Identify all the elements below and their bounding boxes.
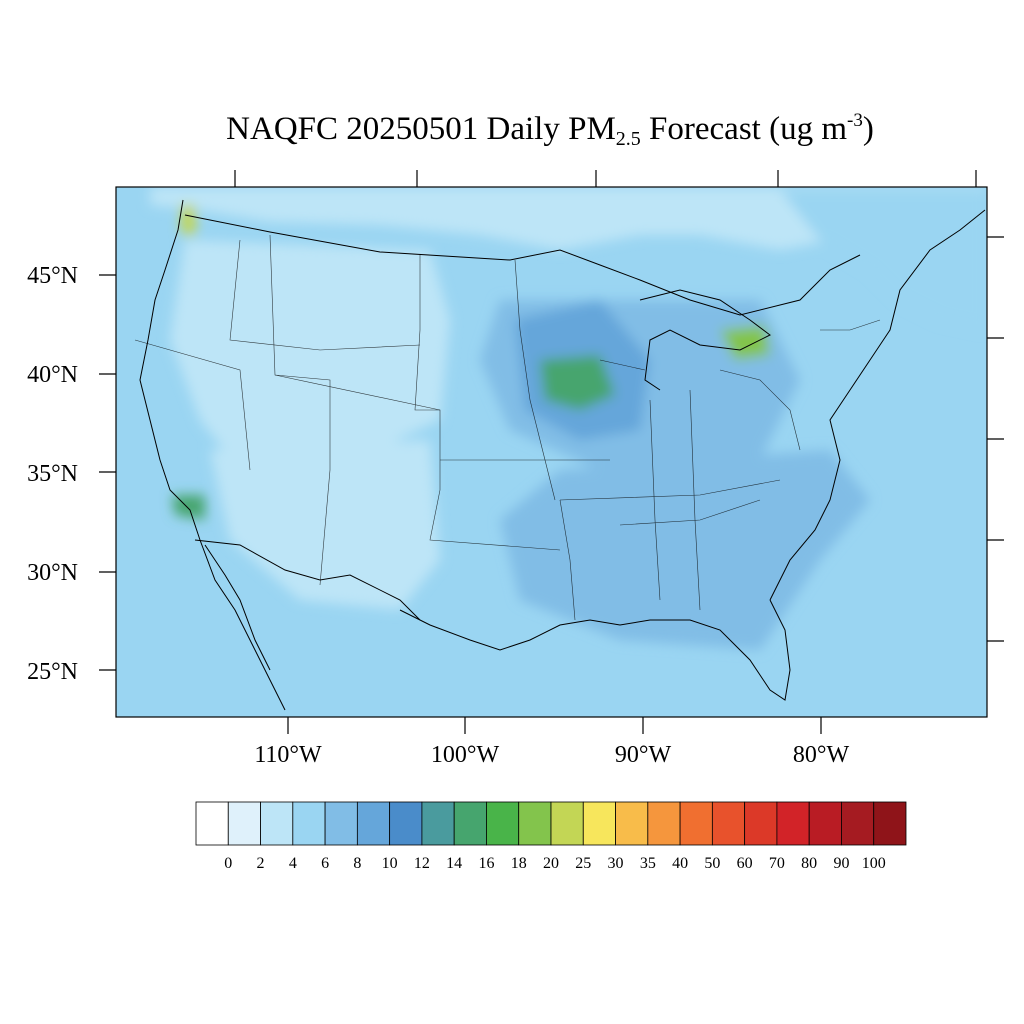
lat-label-40: 40°N bbox=[27, 362, 78, 388]
colorbar-label: 10 bbox=[382, 855, 398, 872]
title-suffix: ) bbox=[862, 111, 874, 147]
map-boundaries bbox=[139, 199, 986, 711]
lat-label-45: 45°N bbox=[27, 263, 78, 289]
colorbar-box bbox=[711, 801, 746, 846]
colorbar-box bbox=[744, 801, 778, 846]
map-frame bbox=[115, 186, 988, 718]
colorbar-label: 90 bbox=[833, 855, 849, 872]
colorbar-label: 70 bbox=[769, 855, 785, 872]
baja-coast-line bbox=[204, 544, 271, 671]
colorbar-box bbox=[615, 801, 649, 846]
title-middle: Forecast (ug m bbox=[640, 111, 847, 147]
lat-label-30: 30°N bbox=[27, 560, 78, 586]
region-canada-south bbox=[150, 187, 987, 300]
colorbar-box bbox=[486, 801, 520, 846]
title-prefix: NAQFC 20250501 Daily PM bbox=[226, 111, 616, 147]
longitude-labels: 110°W 100°W 90°W 80°W bbox=[254, 742, 849, 768]
colorbar-box bbox=[776, 801, 810, 846]
colorbar-box bbox=[679, 801, 713, 846]
region-iowa-peak bbox=[540, 355, 615, 410]
colorbar-label: 2 bbox=[257, 855, 265, 872]
lat-label-35: 35°N bbox=[27, 461, 78, 487]
colorbar-box bbox=[260, 801, 294, 846]
state-lines bbox=[134, 234, 881, 621]
colorbar-box bbox=[227, 801, 261, 846]
colorbar-label: 8 bbox=[353, 855, 361, 872]
canada-border-line bbox=[184, 214, 861, 316]
colorbar-box bbox=[195, 801, 229, 846]
colorbar-label: 80 bbox=[801, 855, 817, 872]
mexico-border-line bbox=[194, 539, 421, 621]
top-ticks bbox=[234, 170, 977, 187]
colorbar-label: 30 bbox=[608, 855, 624, 872]
colorbar-box bbox=[582, 801, 616, 846]
colorbar-label: 18 bbox=[511, 855, 527, 872]
region-atlantic-coast bbox=[780, 190, 987, 330]
colorbar-box bbox=[647, 801, 681, 846]
colorbar-label: 60 bbox=[737, 855, 753, 872]
lon-label-90: 90°W bbox=[615, 742, 672, 768]
colorbar-box bbox=[518, 801, 552, 846]
colorbar-box bbox=[453, 801, 487, 846]
colorbar-label: 35 bbox=[640, 855, 656, 872]
colorbar-box bbox=[292, 801, 326, 846]
west-coast-line bbox=[139, 199, 286, 711]
colorbar-box bbox=[356, 801, 391, 846]
colorbar-box bbox=[841, 801, 875, 846]
bottom-ticks bbox=[287, 717, 822, 734]
map-title: NAQFC 20250501 Daily PM2.5 Forecast (ug … bbox=[0, 110, 1024, 151]
title-subscript: 2.5 bbox=[615, 128, 641, 150]
great-lakes-line bbox=[639, 289, 771, 391]
lon-label-110: 110°W bbox=[254, 742, 322, 768]
colorbar-label: 20 bbox=[543, 855, 559, 872]
colorbar bbox=[195, 801, 907, 846]
colorbar-box bbox=[421, 801, 455, 846]
right-ticks bbox=[987, 236, 1004, 642]
colorbar-box bbox=[550, 801, 584, 846]
colorbar-box bbox=[873, 801, 907, 846]
colorbar-label: 12 bbox=[414, 855, 430, 872]
map-field bbox=[116, 187, 987, 717]
region-washington-peak bbox=[180, 205, 196, 235]
region-socal-peak bbox=[172, 495, 205, 520]
region-southeast bbox=[500, 450, 870, 650]
colorbar-box bbox=[808, 801, 842, 846]
colorbar-label: 40 bbox=[672, 855, 688, 872]
colorbar-labels: 0 2 4 6 8 10 12 14 16 18 20 25 30 35 40 50 60 70 80 90 100 bbox=[224, 855, 885, 872]
gulf-coast-line bbox=[399, 599, 791, 701]
region-michigan-peak bbox=[720, 325, 770, 360]
colorbar-label: 25 bbox=[575, 855, 591, 872]
colorbar-label: 6 bbox=[321, 855, 329, 872]
colorbar-box bbox=[389, 801, 423, 846]
lat-label-25: 25°N bbox=[27, 659, 78, 685]
left-ticks bbox=[99, 274, 116, 671]
colorbar-label: 100 bbox=[862, 855, 886, 872]
colorbar-label: 14 bbox=[446, 855, 462, 872]
colorbar-label: 0 bbox=[224, 855, 232, 872]
region-great-basin bbox=[170, 240, 450, 470]
colorbar-label: 16 bbox=[478, 855, 494, 872]
colorbar-label: 50 bbox=[704, 855, 720, 872]
title-superscript: -3 bbox=[847, 110, 863, 131]
latitude-labels: 45°N 40°N 35°N 30°N 25°N bbox=[27, 263, 78, 685]
lon-label-100: 100°W bbox=[431, 742, 500, 768]
colorbar-box bbox=[324, 801, 358, 846]
colorbar-label: 4 bbox=[289, 855, 297, 872]
lon-label-80: 80°W bbox=[793, 742, 850, 768]
east-coast-line bbox=[769, 209, 986, 601]
